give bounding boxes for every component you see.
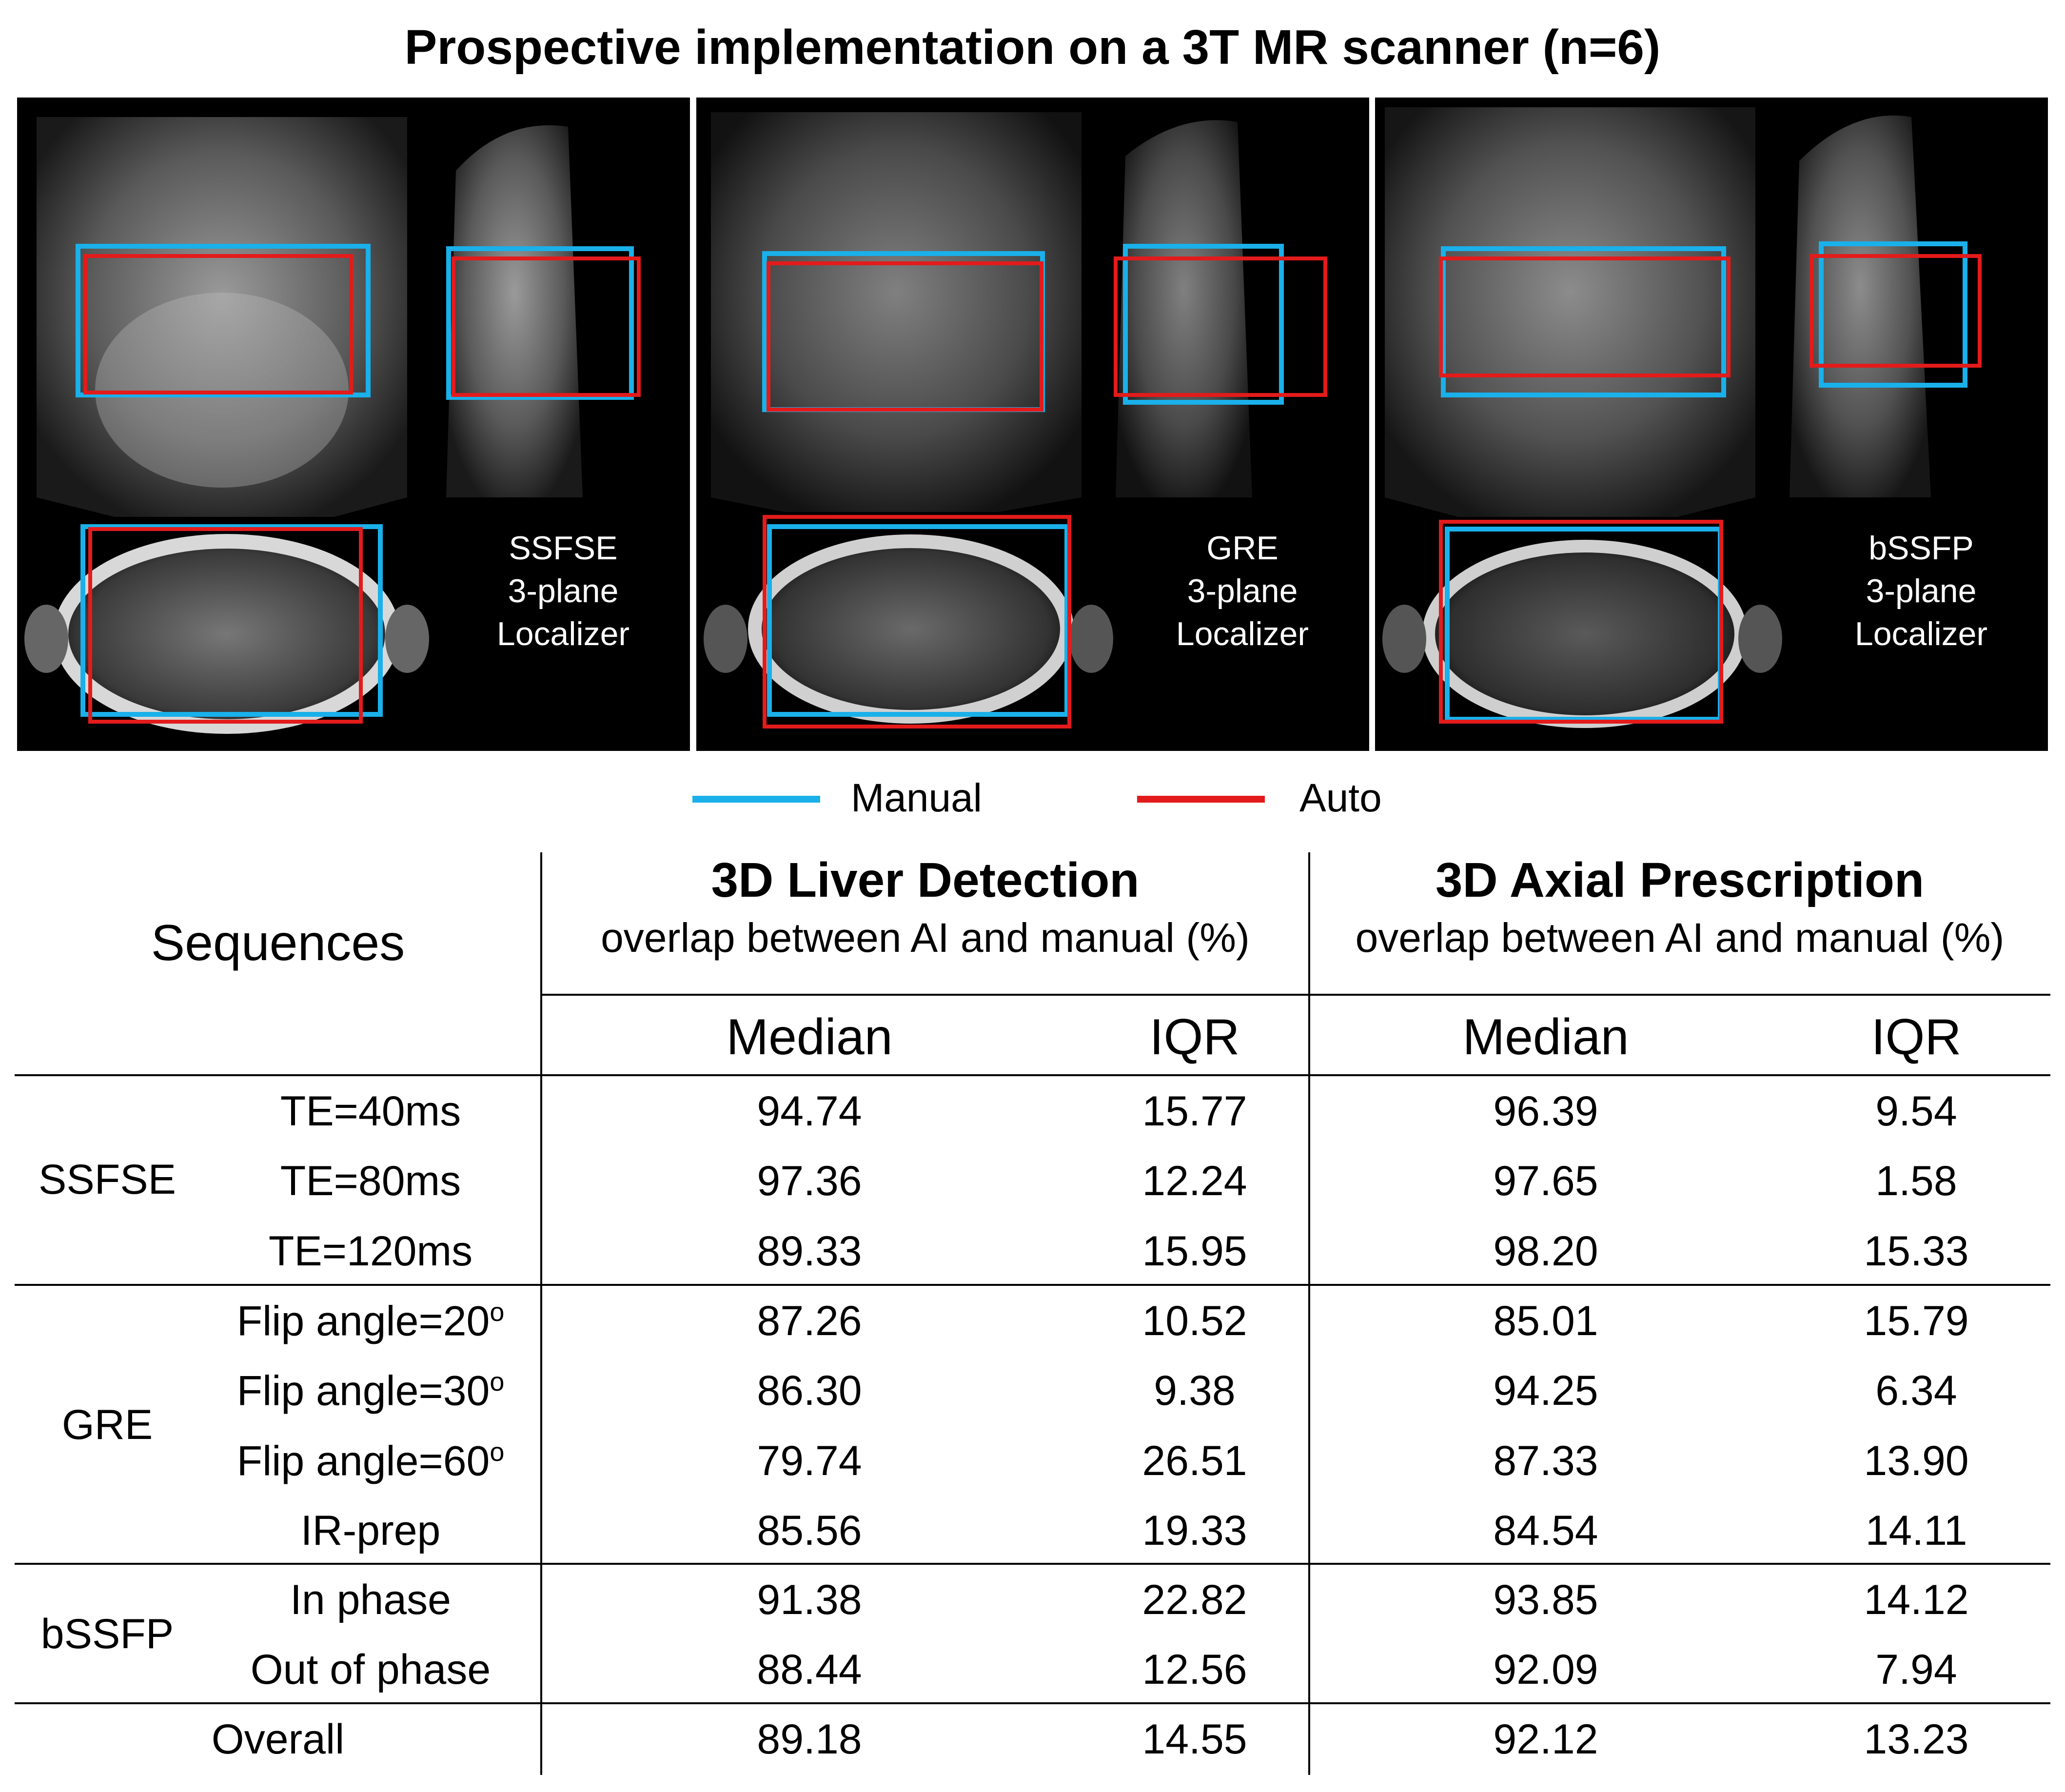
- gre-sagittal-auto-box: [1114, 256, 1327, 397]
- liver-median-value: 89.18: [757, 1716, 862, 1763]
- axial-median-value: 97.65: [1493, 1158, 1598, 1204]
- liver-iqr-value: 15.77: [1142, 1088, 1247, 1135]
- axial-median-value: 84.54: [1493, 1507, 1598, 1554]
- figure-title: Prospective implementation on a 3T MR sc…: [404, 20, 1661, 75]
- liver-median-value: 87.26: [757, 1298, 862, 1344]
- row-param: Flip angle=30o: [236, 1367, 505, 1415]
- axial-iqr-value: 9.54: [1875, 1088, 1957, 1135]
- bssfp-axial-auto-box: [1439, 520, 1723, 724]
- bssfp-localizer-panel: bSSFP 3-plane Localizer: [1375, 98, 2048, 751]
- bssfp-sagittal-auto-box: [1809, 254, 1982, 368]
- legend-manual-label: Manual: [851, 776, 982, 820]
- legend-auto-label: Auto: [1299, 776, 1382, 820]
- overall-label: Overall: [211, 1716, 345, 1763]
- row-param: IR-prep: [300, 1507, 441, 1554]
- bssfp-coronal-manual-box: [1441, 246, 1726, 397]
- gre-coronal-auto-box: [767, 261, 1043, 412]
- bssfp-sagittal-image: [1790, 115, 1931, 497]
- bssfp-sagittal-manual-box: [1819, 241, 1967, 388]
- row-param: Flip angle=60o: [236, 1438, 505, 1485]
- liver-median-value: 97.36: [757, 1158, 862, 1204]
- gre-sagittal-manual-box: [1123, 244, 1284, 405]
- liver-iqr-value: 14.55: [1142, 1716, 1247, 1763]
- axial-iqr-header: IQR: [1871, 1009, 1962, 1065]
- row-param: In phase: [290, 1576, 451, 1623]
- ssfse-sagittal-auto-box: [452, 256, 641, 397]
- axial-median-value: 92.09: [1493, 1646, 1598, 1693]
- axial-iqr-value: 15.33: [1864, 1228, 1969, 1275]
- axial-prescription-subheader: overlap between AI and manual (%): [1355, 915, 2005, 961]
- row-param: TE=80ms: [280, 1158, 461, 1204]
- liver-median-value: 88.44: [757, 1646, 862, 1693]
- liver-iqr-value: 26.51: [1142, 1438, 1247, 1484]
- ssfse-mr-images: [24, 117, 641, 734]
- liver-iqr-value: 22.82: [1142, 1576, 1247, 1623]
- gre-mr-images: [704, 112, 1327, 729]
- liver-median-value: 79.74: [757, 1438, 862, 1484]
- axial-iqr-value: 15.79: [1864, 1298, 1969, 1344]
- sequences-header: Sequences: [151, 915, 405, 971]
- liver-median-value: 89.33: [757, 1228, 862, 1275]
- axial-median-header: Median: [1462, 1009, 1629, 1065]
- axial-iqr-value: 7.94: [1875, 1646, 1957, 1693]
- gre-axial-auto-box: [763, 515, 1071, 729]
- bssfp-panel-label: bSSFP 3-plane Localizer: [1854, 530, 1988, 652]
- liver-detection-subheader: overlap between AI and manual (%): [601, 915, 1250, 961]
- ssfse-axial-auto-box: [88, 527, 363, 724]
- axial-iqr-value: 14.11: [1865, 1507, 1967, 1554]
- axial-iqr-value: 13.90: [1864, 1438, 1969, 1484]
- axial-iqr-value: 6.34: [1875, 1367, 1957, 1414]
- axial-median-value: 94.25: [1493, 1367, 1598, 1414]
- liver-median-value: 94.74: [757, 1088, 862, 1135]
- axial-median-value: 85.01: [1493, 1298, 1598, 1344]
- axial-median-value: 96.39: [1493, 1088, 1598, 1135]
- bssfp-coronal-image: [1385, 107, 1755, 517]
- bssfp-coronal-auto-box: [1439, 256, 1731, 377]
- ssfse-coronal-auto-box: [83, 254, 353, 394]
- row-param: TE=120ms: [268, 1228, 473, 1275]
- liver-iqr-value: 12.56: [1142, 1646, 1247, 1693]
- liver-detection-header: 3D Liver Detection: [711, 853, 1140, 907]
- group-label-ssfse: SSFSE: [39, 1156, 176, 1203]
- axial-iqr-value: 14.12: [1864, 1576, 1969, 1623]
- ssfse-sagittal-manual-box: [446, 246, 634, 400]
- row-param: Out of phase: [250, 1646, 491, 1693]
- axial-median-value: 92.12: [1493, 1716, 1598, 1763]
- liver-median-value: 85.56: [757, 1507, 862, 1554]
- axial-prescription-header: 3D Axial Prescription: [1435, 853, 1925, 907]
- liver-iqr-value: 15.95: [1142, 1228, 1247, 1275]
- bssfp-mr-images: [1382, 107, 1982, 728]
- row-param: Flip angle=20o: [236, 1298, 505, 1345]
- row-param: TE=40ms: [280, 1088, 461, 1135]
- axial-median-value: 98.20: [1493, 1228, 1598, 1275]
- ssfse-axial-manual-box: [80, 524, 383, 717]
- axial-median-value: 93.85: [1493, 1576, 1598, 1623]
- axial-iqr-value: 13.23: [1864, 1716, 1969, 1763]
- gre-panel-label: GRE 3-plane Localizer: [1176, 530, 1309, 652]
- liver-median-value: 91.38: [757, 1576, 862, 1623]
- axial-iqr-value: 1.58: [1875, 1158, 1957, 1204]
- ssfse-sagittal-image: [446, 125, 583, 497]
- axial-median-value: 87.33: [1493, 1438, 1598, 1484]
- liver-iqr-value: 10.52: [1142, 1298, 1247, 1344]
- group-label-bssfp: bSSFP: [40, 1611, 174, 1657]
- legend-auto-swatch: [1137, 796, 1265, 803]
- liver-iqr-value: 9.38: [1154, 1367, 1236, 1414]
- liver-iqr-value: 19.33: [1142, 1507, 1247, 1554]
- ssfse-localizer-panel: SSFSE 3-plane Localizer: [17, 98, 690, 751]
- gre-localizer-panel: GRE 3-plane Localizer: [696, 98, 1369, 751]
- ssfse-coronal-manual-box: [76, 244, 371, 397]
- group-label-gre: GRE: [61, 1401, 153, 1448]
- liver-iqr-header: IQR: [1149, 1009, 1240, 1065]
- liver-iqr-value: 12.24: [1142, 1158, 1247, 1204]
- gre-axial-manual-box: [767, 524, 1069, 717]
- legend-manual-swatch: [692, 796, 820, 803]
- ssfse-coronal-image: [37, 117, 407, 517]
- liver-median-value: 86.30: [757, 1367, 862, 1414]
- liver-median-header: Median: [726, 1009, 893, 1065]
- ssfse-panel-label: SSFSE 3-plane Localizer: [496, 530, 630, 652]
